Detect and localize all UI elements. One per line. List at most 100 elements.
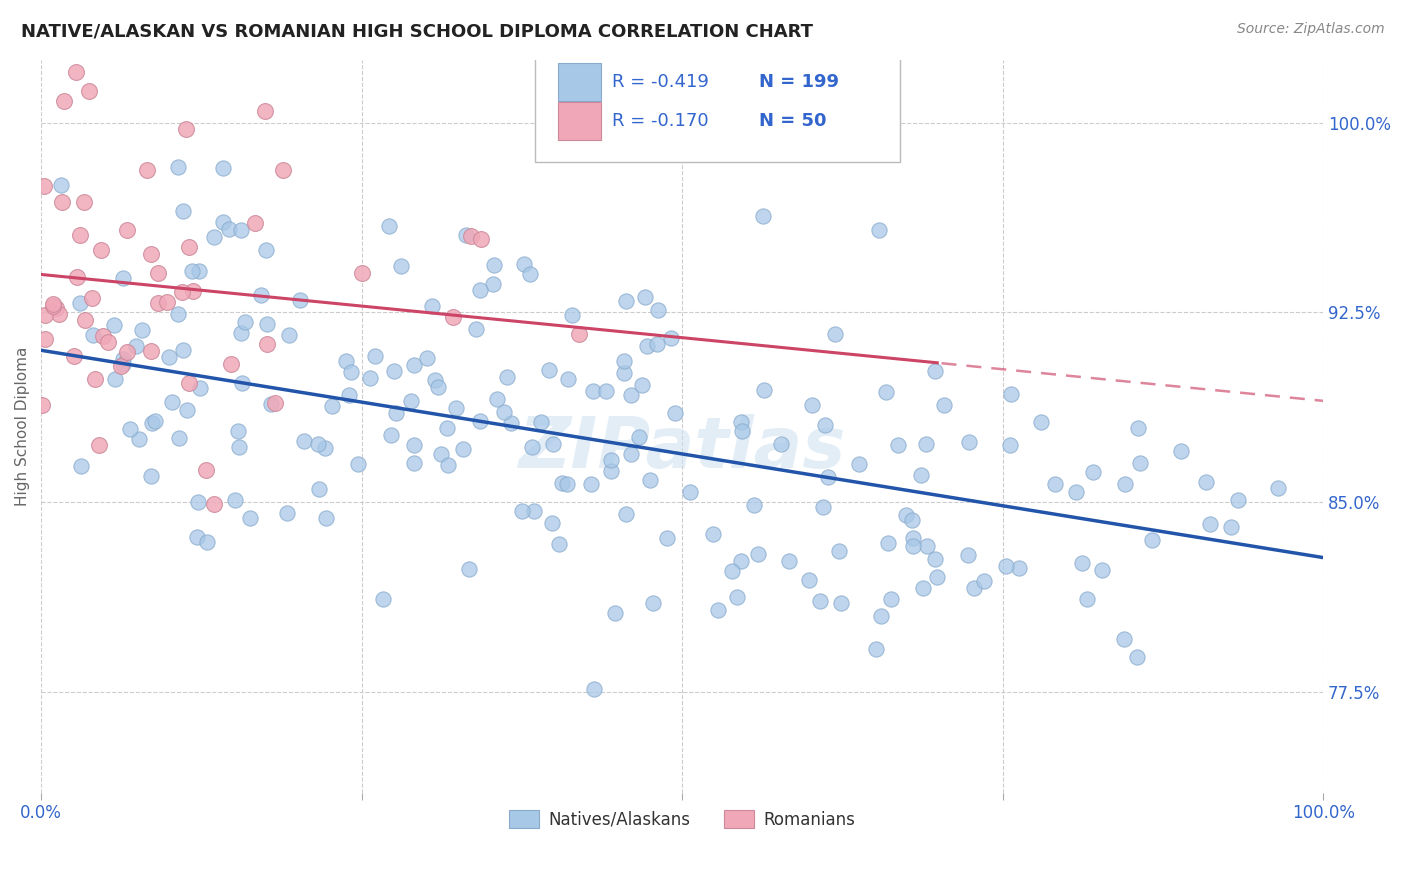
Point <box>314 442 336 456</box>
Point <box>231 326 253 341</box>
Point <box>218 222 240 236</box>
Point <box>828 544 851 558</box>
Point <box>973 574 995 589</box>
Point <box>901 539 924 553</box>
Point <box>640 473 662 487</box>
Point <box>868 222 890 236</box>
Point <box>1227 493 1250 508</box>
Point <box>811 500 834 515</box>
Point <box>557 477 579 491</box>
Point <box>551 475 574 490</box>
Point <box>647 303 669 318</box>
Point <box>402 358 425 372</box>
Text: Source: ZipAtlas.com: Source: ZipAtlas.com <box>1237 22 1385 37</box>
Point <box>243 216 266 230</box>
Point <box>112 270 135 285</box>
Point <box>69 227 91 242</box>
Point <box>595 384 617 398</box>
Point <box>543 436 565 450</box>
Point <box>664 406 686 420</box>
Point <box>141 416 163 430</box>
Point <box>613 366 636 380</box>
Point <box>120 422 142 436</box>
Point <box>97 334 120 349</box>
Point <box>636 339 658 353</box>
Point <box>292 434 315 448</box>
Point <box>228 440 250 454</box>
Point <box>730 415 752 429</box>
Point <box>45 301 67 315</box>
Point <box>468 283 491 297</box>
Point <box>903 531 925 545</box>
Point <box>70 459 93 474</box>
Point <box>641 595 664 609</box>
Point <box>288 293 311 308</box>
Point <box>468 414 491 428</box>
Point <box>470 232 492 246</box>
Point <box>1198 517 1220 532</box>
Point <box>371 592 394 607</box>
Point <box>770 437 793 451</box>
Point <box>77 84 100 98</box>
Text: N = 199: N = 199 <box>759 73 839 91</box>
Point <box>271 162 294 177</box>
Point <box>925 570 948 584</box>
Point <box>146 266 169 280</box>
Point <box>561 308 583 322</box>
Point <box>72 194 94 209</box>
Point <box>894 508 917 522</box>
Point <box>188 381 211 395</box>
Point <box>501 417 523 431</box>
Point <box>104 372 127 386</box>
Point <box>444 401 467 415</box>
Point <box>212 215 235 229</box>
Point <box>800 398 823 412</box>
Point <box>1081 465 1104 479</box>
Point <box>31 398 53 412</box>
Text: NATIVE/ALASKAN VS ROMANIAN HIGH SCHOOL DIPLOMA CORRELATION CHART: NATIVE/ALASKAN VS ROMANIAN HIGH SCHOOL D… <box>21 22 813 40</box>
Point <box>359 371 381 385</box>
Point <box>181 284 204 298</box>
Point <box>177 376 200 390</box>
Point <box>402 457 425 471</box>
Point <box>830 597 852 611</box>
Point <box>482 277 505 291</box>
Point <box>264 396 287 410</box>
Point <box>308 482 330 496</box>
Point <box>600 453 623 467</box>
Point <box>613 354 636 368</box>
Point <box>195 463 218 477</box>
Point <box>436 421 458 435</box>
Point <box>276 506 298 520</box>
Point <box>380 428 402 442</box>
Text: R = -0.419: R = -0.419 <box>612 73 709 91</box>
Point <box>995 559 1018 574</box>
Point <box>389 259 412 273</box>
Point <box>253 104 276 119</box>
Point <box>814 417 837 432</box>
Point <box>520 440 543 454</box>
Point <box>583 681 606 696</box>
Point <box>496 369 519 384</box>
Point <box>630 377 652 392</box>
Point <box>1126 650 1149 665</box>
Point <box>494 405 516 419</box>
Point <box>157 350 180 364</box>
Point <box>605 607 627 621</box>
Point <box>42 297 65 311</box>
Point <box>460 229 482 244</box>
Legend: Natives/Alaskans, Romanians: Natives/Alaskans, Romanians <box>502 804 862 836</box>
Point <box>307 436 329 450</box>
Point <box>513 257 536 271</box>
Point <box>817 470 839 484</box>
Point <box>456 227 478 242</box>
Point <box>128 432 150 446</box>
Point <box>146 296 169 310</box>
Point <box>568 326 591 341</box>
Point <box>911 582 934 596</box>
Point <box>239 511 262 525</box>
Point <box>731 425 754 439</box>
Point <box>707 603 730 617</box>
Point <box>32 179 55 194</box>
Point <box>181 264 204 278</box>
